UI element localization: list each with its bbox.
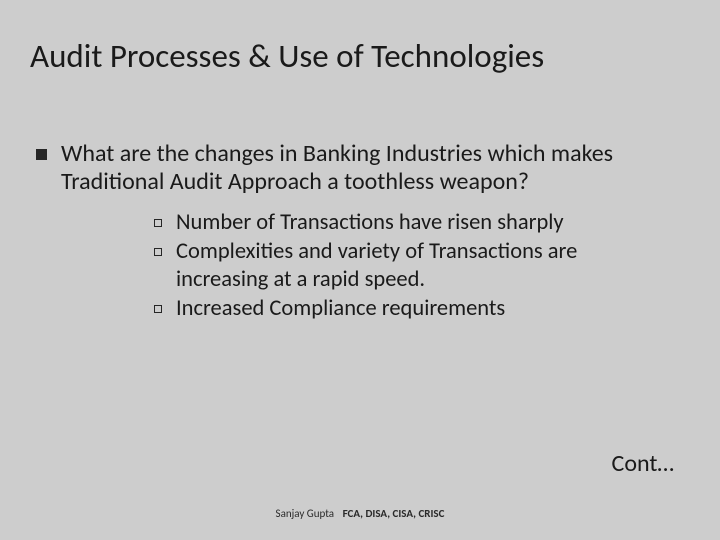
continued-label: Cont… [612,449,674,478]
sub-bullet-item: Number of Transactions have risen sharpl… [154,209,684,236]
sub-bullet-text: Number of Transactions have risen sharpl… [176,209,684,236]
footer-author-credentials: FCA, DISA, CISA, CRISC [343,507,445,520]
slide-body: What are the changes in Banking Industri… [36,140,684,324]
hollow-square-bullet-icon [154,248,162,256]
square-bullet-icon [36,149,47,160]
sub-bullet-list: Number of Transactions have risen sharpl… [154,209,684,323]
slide-footer: Sanjay Gupta FCA, DISA, CISA, CRISC [0,507,720,520]
sub-bullet-item: Complexities and variety of Transactions… [154,238,684,293]
slide-title: Audit Processes & Use of Technologies [30,36,690,76]
slide: Audit Processes & Use of Technologies Wh… [0,0,720,540]
hollow-square-bullet-icon [154,219,162,227]
sub-bullet-item: Increased Compliance requirements [154,295,684,322]
bullet-level1-text: What are the changes in Banking Industri… [61,140,684,197]
sub-bullet-text: Complexities and variety of Transactions… [176,238,684,293]
hollow-square-bullet-icon [154,305,162,313]
bullet-level1: What are the changes in Banking Industri… [36,140,684,197]
sub-bullet-text: Increased Compliance requirements [176,295,684,322]
footer-author-name: Sanjay Gupta [276,507,335,520]
